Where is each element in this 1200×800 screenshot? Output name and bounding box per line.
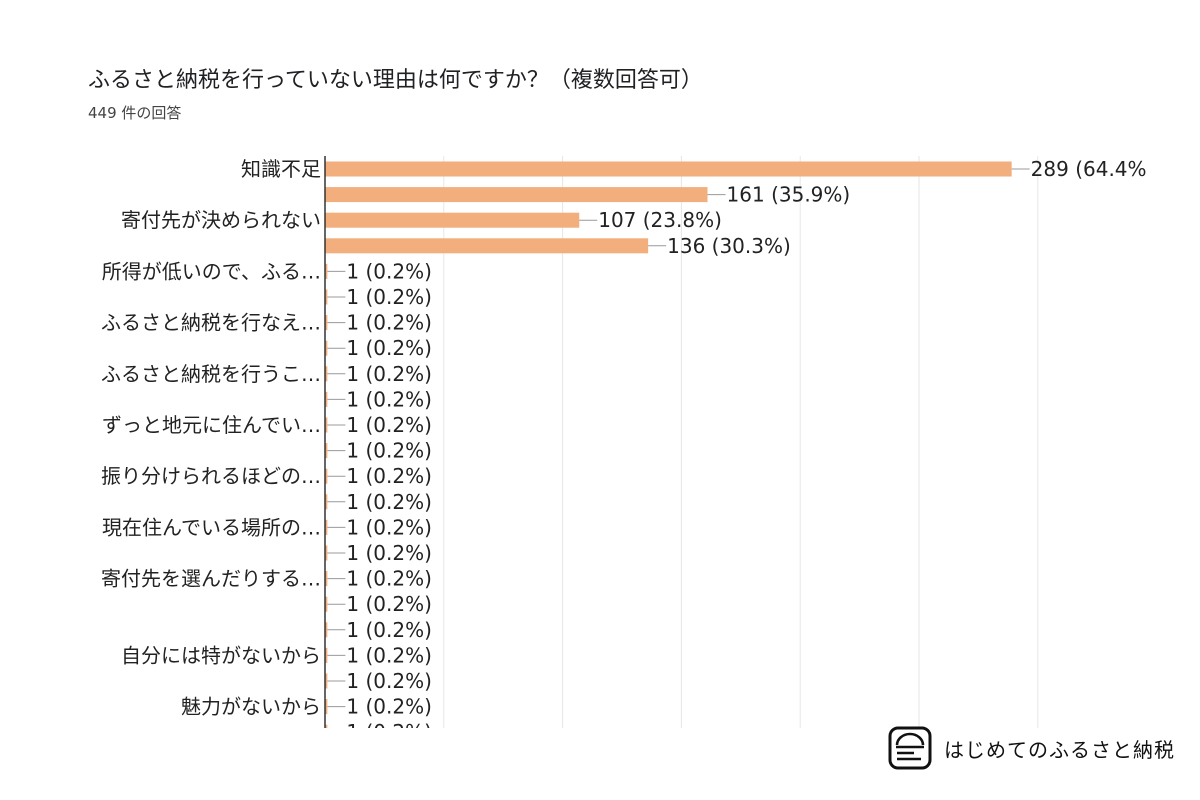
category-label: 所得が低いので、ふる… <box>102 259 321 283</box>
value-label: 1 (0.2%) <box>346 464 432 488</box>
value-label: 1 (0.2%) <box>346 413 432 437</box>
bar <box>325 263 328 279</box>
category-label: ふるさと納税を行なえ… <box>101 311 321 335</box>
response-count: 449 件の回答 <box>88 104 182 122</box>
value-label: 1 (0.2%) <box>346 362 432 386</box>
bar <box>325 391 328 407</box>
category-label: ずっと地元に住んでい… <box>102 413 321 437</box>
bar <box>325 366 328 382</box>
value-label: 107 (23.8%) <box>598 208 722 232</box>
bar <box>325 315 328 331</box>
bar <box>325 289 328 305</box>
value-label: 136 (30.3%) <box>667 234 791 258</box>
value-label: 1 (0.2%) <box>346 669 432 693</box>
value-label: 1 (0.2%) <box>346 311 432 335</box>
value-label: 1 (0.2%) <box>346 618 432 642</box>
bar <box>325 340 328 356</box>
value-label: 1 (0.2%) <box>346 439 432 463</box>
value-label: 1 (0.2%) <box>346 592 432 616</box>
bar <box>325 622 328 638</box>
value-label: 1 (0.2%) <box>346 695 432 719</box>
value-label: 1 (0.2%) <box>346 490 432 514</box>
bar <box>325 545 328 561</box>
value-label: 1 (0.2%) <box>346 541 432 565</box>
category-label: 知識不足 <box>241 157 321 181</box>
brand-name: はじめてのふるさと納税 <box>944 737 1175 762</box>
category-label: 寄付先が決められない <box>121 208 321 232</box>
bar <box>325 519 328 535</box>
value-label: 1 (0.2%) <box>346 259 432 283</box>
category-label: 自分には特がないから <box>121 643 321 667</box>
bar <box>325 468 328 484</box>
bar <box>325 212 580 228</box>
bar <box>325 238 649 254</box>
bar <box>325 571 328 587</box>
bar <box>325 724 328 728</box>
bar <box>325 443 328 459</box>
value-label: 1 (0.2%) <box>346 285 432 309</box>
bar <box>325 187 708 203</box>
furusato-logo-icon <box>888 726 932 770</box>
chart-title: ふるさと納税を行っていない理由は何ですか？（複数回答可） <box>88 68 703 93</box>
bar <box>325 494 328 510</box>
value-label: 1 (0.2%) <box>346 643 432 667</box>
bar <box>325 161 1012 177</box>
value-label: 1 (0.2%) <box>346 720 432 728</box>
category-label: 寄付先を選んだりする… <box>101 567 321 591</box>
bar <box>325 673 328 689</box>
bar <box>325 699 328 715</box>
bar-chart: 289 (64.4% 知識不足 161 (35.9%)107 (23.8%) 寄付先が… <box>101 156 1147 728</box>
category-label: 現在住んでいる場所の… <box>102 515 321 539</box>
bar <box>325 596 328 612</box>
value-label: 1 (0.2%) <box>346 515 432 539</box>
value-label: 289 (64.4% <box>1031 157 1147 181</box>
value-label: 1 (0.2%) <box>346 387 432 411</box>
value-label: 161 (35.9%) <box>727 183 851 207</box>
bar <box>325 417 328 433</box>
category-label: 魅力がないから <box>181 695 321 719</box>
bar <box>325 647 328 663</box>
value-label: 1 (0.2%) <box>346 567 432 591</box>
category-label: 振り分けられるほどの… <box>101 464 321 488</box>
brand: はじめてのふるさと納税 <box>888 726 1175 770</box>
category-label: ふるさと納税を行うこ… <box>101 362 321 386</box>
value-label: 1 (0.2%) <box>346 336 432 360</box>
